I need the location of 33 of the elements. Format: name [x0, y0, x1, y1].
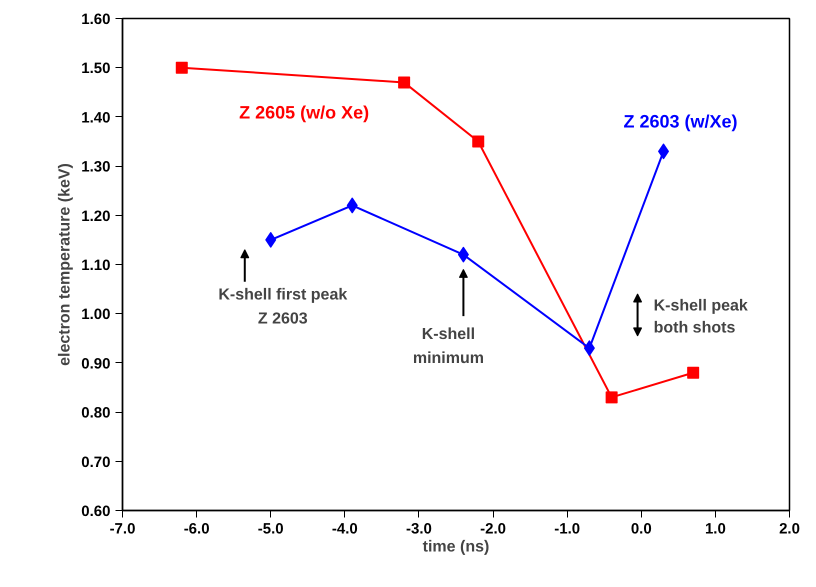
point: [687, 366, 700, 379]
y-tick-label: 1.40: [81, 109, 111, 126]
y-tick-label: 0.60: [81, 503, 111, 520]
y-tick-label: 1.20: [81, 208, 111, 225]
y-tick-label: 1.00: [81, 306, 111, 324]
y-tick-label: 1.50: [81, 60, 111, 78]
x-axis-title: time (ns): [422, 538, 490, 556]
x-tick-label: -1.0: [554, 520, 580, 538]
series-label: Z 2603 (w/Xe): [623, 111, 738, 132]
annotation: K-shell first peak Z 2603: [218, 286, 348, 328]
x-tick-label: -6.0: [184, 520, 210, 538]
series-label: Z 2605 (w/o Xe): [239, 102, 370, 122]
x-tick-label: -2.0: [480, 520, 506, 538]
y-tick-label: 0.90: [81, 355, 111, 372]
x-tick-label: 1.0: [704, 520, 726, 538]
y-axis-title: electron temperature (keV): [56, 163, 74, 366]
x-tick-label: 2.0: [779, 520, 800, 538]
x-tick-label: -5.0: [258, 520, 284, 538]
x-tick-label: 0.0: [630, 520, 652, 538]
y-tick-label: 0.70: [81, 454, 111, 471]
point: [176, 62, 188, 74]
point: [606, 391, 618, 404]
point: [472, 136, 484, 148]
x-tick-label: -3.0: [406, 520, 432, 538]
x-tick-label: -7.0: [110, 520, 136, 538]
annotation: K-shell peak both shots: [654, 297, 748, 336]
y-tick-label: 1.30: [81, 158, 111, 176]
point: [398, 76, 410, 88]
y-tick-label: 1.10: [81, 257, 111, 274]
x-tick-label: -4.0: [332, 520, 358, 538]
y-tick-label: 0.80: [81, 404, 111, 422]
annotation: K-shell minimum: [412, 326, 484, 367]
y-tick-label: 1.60: [81, 11, 111, 28]
